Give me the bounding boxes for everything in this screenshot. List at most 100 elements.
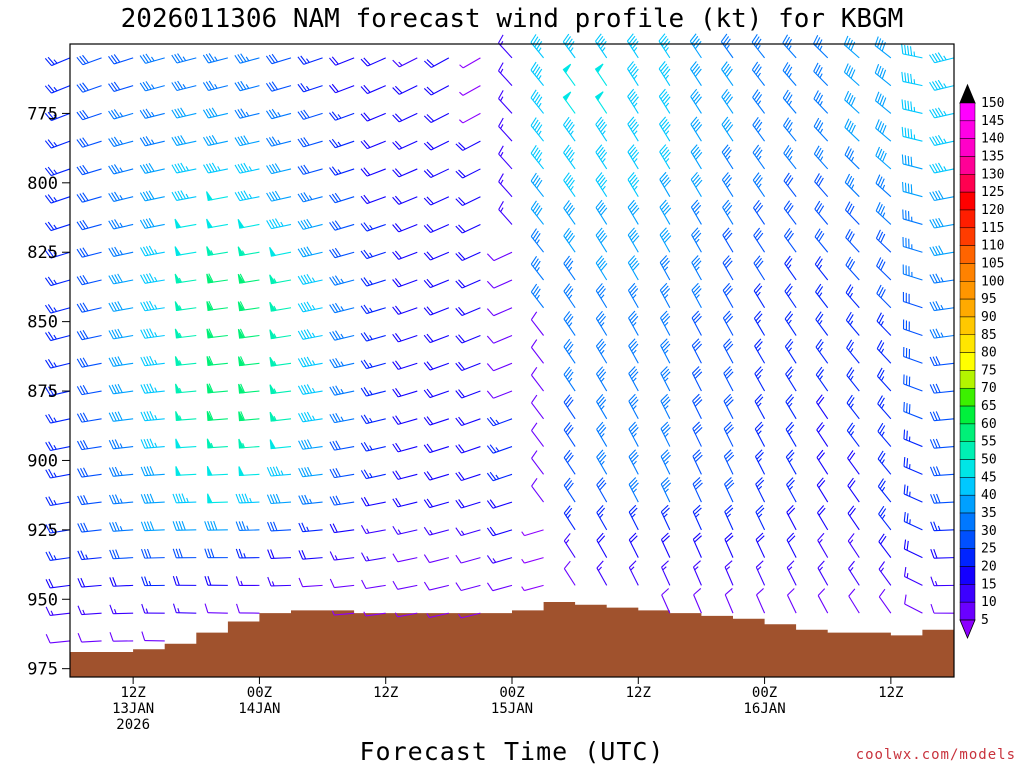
barb-full [661, 230, 669, 238]
barb-full [45, 634, 51, 644]
wind-barb [563, 338, 576, 364]
barb-full [845, 228, 851, 238]
barb-staff [334, 501, 355, 506]
barb-full [458, 444, 465, 453]
wind-barb [109, 632, 134, 642]
barb-half [568, 322, 573, 327]
barb-full [846, 394, 853, 404]
wind-barb [902, 291, 923, 309]
barb-staff [398, 362, 418, 370]
barb-full [817, 149, 824, 159]
barb-staff [303, 85, 323, 93]
barb-full [111, 494, 117, 504]
barb-full [208, 328, 214, 338]
barb-staff [692, 539, 702, 558]
wind-barb [392, 305, 418, 315]
barb-full [817, 369, 825, 378]
barb-full [595, 338, 603, 347]
barb-staff [366, 418, 386, 425]
barb-staff [113, 473, 134, 477]
wind-barb [782, 62, 797, 87]
barb-full [661, 588, 670, 596]
barb-full [530, 228, 537, 237]
barb-full [815, 339, 822, 348]
barb-full [48, 468, 54, 478]
barb-full [691, 35, 699, 45]
barb-full [149, 493, 155, 503]
barb-staff [903, 245, 923, 253]
barb-half [273, 333, 277, 339]
barb-staff [660, 400, 671, 420]
wind-barb [902, 264, 923, 281]
barb-full [423, 526, 431, 536]
barb-half [880, 320, 884, 326]
barb-half [694, 566, 699, 571]
barb-staff [723, 428, 734, 447]
barb-full [879, 95, 885, 105]
barb-full [631, 40, 639, 49]
wind-barb [754, 366, 766, 392]
wind-barb [878, 533, 892, 558]
barb-full [932, 246, 938, 256]
barb-staff [461, 557, 481, 564]
wind-barb [521, 557, 544, 564]
barb-half [154, 359, 158, 365]
barb-half [850, 375, 854, 381]
barb-full [530, 172, 537, 182]
wind-barb [929, 438, 955, 449]
barb-full [48, 413, 54, 423]
barb-full [108, 302, 114, 312]
barb-full [786, 396, 794, 405]
barb-full [818, 452, 825, 461]
barb-full [568, 207, 575, 216]
barb-full [658, 61, 666, 70]
wind-barb [423, 251, 450, 261]
barb-full [530, 255, 538, 265]
wind-barb [360, 277, 386, 287]
barb-half [273, 415, 277, 421]
barb-staff [492, 501, 513, 509]
barb-full [394, 250, 402, 259]
barb-full [844, 146, 850, 156]
barb-full [565, 424, 573, 433]
barb-full [786, 94, 793, 103]
barb-full [695, 151, 703, 160]
barb-staff [239, 112, 260, 119]
barb-half [154, 332, 158, 337]
barb-half [601, 185, 606, 191]
barb-staff [877, 486, 892, 503]
wind-barb [530, 172, 545, 198]
barb-full [930, 521, 935, 531]
wind-barb [530, 311, 545, 336]
barb-full [694, 426, 703, 435]
barb-staff [934, 57, 955, 64]
wind-barb [844, 146, 860, 170]
wind-barb [44, 221, 71, 232]
barb-full [363, 414, 370, 424]
barb-staff [399, 85, 418, 95]
barb-full [109, 577, 114, 587]
barb-full [363, 332, 370, 341]
barb-full [392, 443, 399, 453]
barb-full [241, 521, 246, 531]
barb-staff [659, 179, 671, 197]
wind-barb [874, 64, 892, 87]
barb-staff [934, 418, 955, 422]
barb-full [566, 121, 574, 131]
barb-half [818, 264, 823, 270]
barb-full [938, 217, 944, 227]
barb-full [329, 551, 335, 561]
barb-half [178, 332, 182, 338]
barb-staff [271, 529, 292, 532]
colorbar-segment [959, 601, 976, 621]
barb-full [47, 221, 55, 230]
wind-barb [202, 135, 228, 146]
wind-barb [455, 334, 481, 344]
wind-barb [845, 311, 860, 336]
wind-barb [360, 112, 386, 122]
wind-barb [847, 450, 860, 475]
barb-staff [628, 345, 639, 364]
barb-full [111, 357, 117, 367]
barb-full [752, 89, 759, 98]
barb-full [568, 40, 575, 50]
